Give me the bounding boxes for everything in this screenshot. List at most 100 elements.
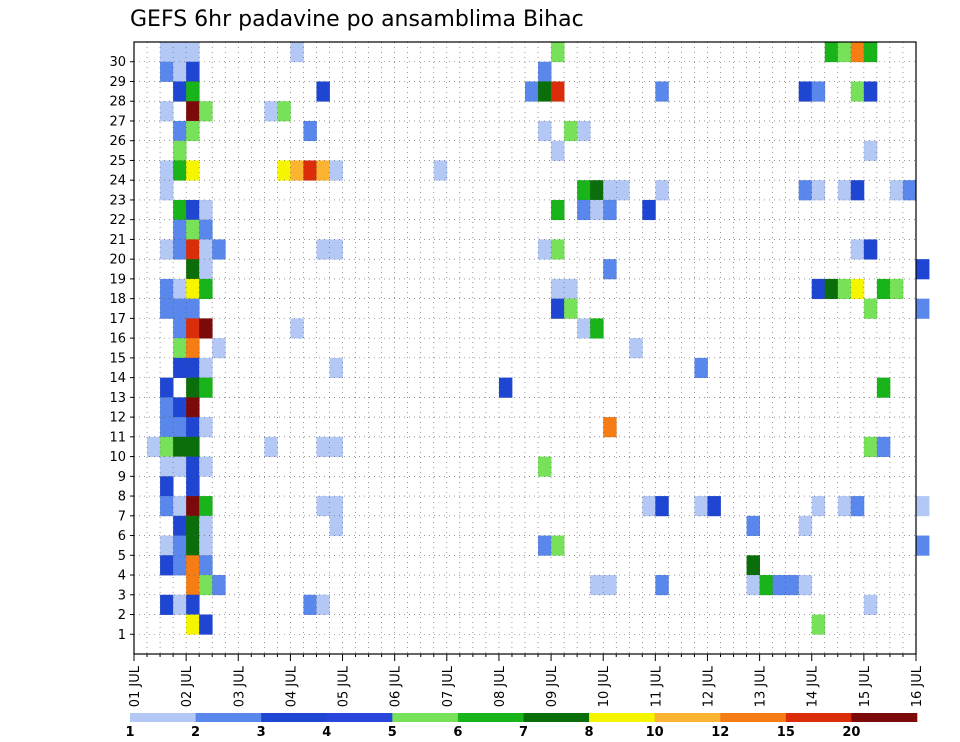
y-axis: 1234567891011121314151617181920212223242…: [109, 55, 134, 643]
heatmap-cell: [902, 180, 917, 201]
heatmap-cell: [577, 120, 591, 142]
y-tick-label: 20: [109, 253, 126, 268]
heatmap-cell: [551, 298, 565, 319]
heatmap-cell: [316, 81, 330, 102]
heatmap-cell: [538, 81, 552, 102]
heatmap-cell: [876, 377, 891, 398]
heatmap-cell: [551, 81, 565, 102]
colorbar-swatch: [130, 713, 196, 722]
x-axis: 01 JUL 02 JUL 03 JUL 04 JUL 05 JUL 06 JUL 07 J…: [128, 654, 925, 707]
heatmap-cell: [564, 278, 578, 300]
heatmap-cell: [186, 42, 200, 63]
x-tick-label: 16 JUL: [910, 665, 925, 707]
heatmap-cell: [173, 417, 187, 438]
heatmap-cell: [212, 575, 226, 596]
heatmap-cell: [329, 239, 343, 260]
heatmap-cell: [603, 180, 617, 201]
heatmap-cell: [186, 436, 200, 457]
colorbar-swatch: [523, 713, 590, 722]
heatmap-cell: [655, 496, 669, 517]
heatmap-cell: [577, 318, 591, 339]
heatmap-cell: [707, 496, 721, 517]
heatmap-cell: [173, 594, 187, 615]
y-tick-label: 15: [109, 351, 126, 366]
heatmap-cell: [186, 397, 200, 418]
heatmap-cell: [616, 180, 630, 201]
heatmap-cell: [199, 219, 213, 240]
heatmap-cell: [199, 456, 213, 477]
x-tick-label: 14 JUL: [806, 665, 821, 707]
heatmap-cell: [173, 120, 187, 142]
heatmap-cell: [186, 278, 200, 300]
heatmap-cell: [863, 436, 878, 457]
heatmap-cell: [837, 42, 852, 63]
chart-title: GEFS 6hr padavine po ansamblima Bihac: [130, 7, 584, 32]
heatmap-cell: [290, 160, 304, 181]
heatmap-cell: [525, 81, 539, 102]
heatmap-cell: [772, 575, 787, 596]
heatmap-cell: [186, 614, 200, 635]
y-tick-label: 9: [118, 470, 126, 485]
heatmap-cell: [746, 575, 760, 596]
y-tick-label: 1: [118, 628, 126, 643]
heatmap-cell: [199, 377, 213, 398]
y-tick-label: 3: [118, 588, 126, 603]
heatmap-cell: [186, 219, 200, 240]
y-tick-label: 13: [109, 391, 126, 406]
heatmap-cell: [186, 61, 200, 82]
y-tick-label: 6: [118, 529, 126, 544]
heatmap-cell: [160, 496, 174, 517]
y-tick-label: 25: [109, 154, 126, 169]
heatmap-cell: [173, 318, 187, 339]
heatmap-cell: [759, 575, 774, 596]
heatmap-cell: [889, 278, 904, 300]
heatmap-cell: [316, 496, 330, 517]
heatmap-cell: [186, 101, 200, 122]
colorbar-label: 20: [842, 725, 860, 740]
heatmap-cell: [160, 61, 174, 82]
y-tick-label: 17: [109, 312, 126, 327]
colorbar-swatch: [326, 713, 393, 722]
y-tick-label: 14: [109, 371, 126, 386]
heatmap-cell: [277, 101, 291, 122]
colorbar-label: 2: [191, 725, 200, 740]
y-tick-label: 30: [109, 55, 126, 70]
heatmap-cell: [160, 298, 174, 319]
heatmap-cell: [746, 515, 760, 536]
heatmap-cell: [173, 535, 187, 556]
heatmap-cell: [863, 239, 878, 260]
colorbar-label: 10: [646, 725, 664, 740]
heatmap-cell: [173, 219, 187, 240]
heatmap-cell: [811, 496, 826, 517]
y-tick-label: 24: [109, 174, 126, 189]
heatmap-cells: [147, 42, 930, 635]
heatmap-cell: [186, 476, 200, 497]
heatmap-cell: [303, 594, 317, 615]
heatmap-cell: [199, 515, 213, 536]
heatmap-cell: [173, 239, 187, 260]
heatmap-cell: [603, 259, 617, 280]
heatmap-cell: [186, 81, 200, 102]
heatmap-cell: [173, 199, 187, 221]
heatmap-cell: [173, 456, 187, 477]
y-tick-label: 4: [118, 569, 126, 584]
heatmap-cell: [811, 81, 826, 102]
heatmap-cell: [160, 377, 174, 398]
heatmap-cell: [186, 160, 200, 181]
heatmap-cell: [916, 535, 930, 556]
heatmap-cell: [160, 180, 174, 201]
heatmap-cell: [603, 417, 617, 438]
heatmap-cell: [173, 555, 187, 576]
heatmap-cell: [160, 239, 174, 260]
heatmap-cell: [160, 278, 174, 300]
heatmap-cell: [837, 180, 852, 201]
heatmap-cell: [160, 535, 174, 556]
heatmap-cell: [564, 298, 578, 319]
y-tick-label: 16: [109, 332, 126, 347]
heatmap-cell: [551, 535, 565, 556]
heatmap-cell: [264, 101, 278, 122]
colorbar-swatch: [851, 713, 918, 722]
heatmap-cell: [199, 357, 213, 379]
heatmap-cell: [590, 180, 604, 201]
